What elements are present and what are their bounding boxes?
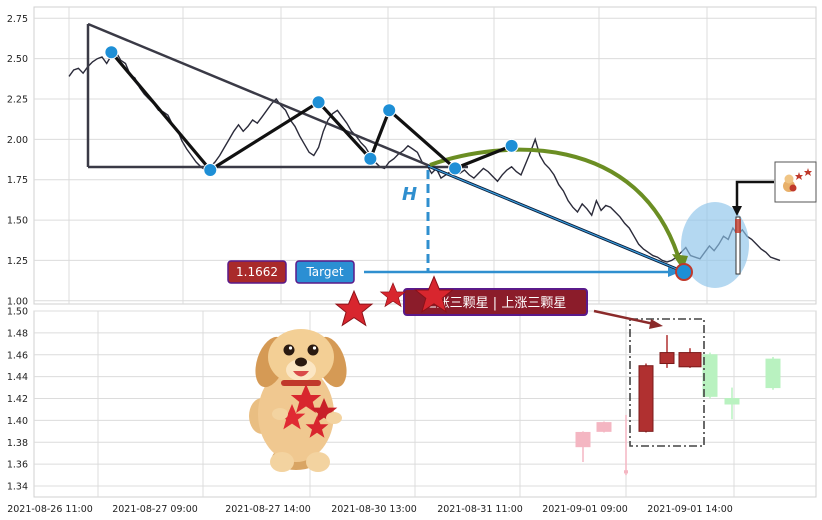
pattern-point-marker [203,163,218,178]
top-y-tick-label: 1.75 [7,175,28,186]
x-tick-label: 2021-09-01 14:00 [647,504,733,515]
bottom-y-tick-label: 1.50 [7,307,28,318]
projection-curve-arrow [429,147,682,263]
bottom-y-tick-label: 1.46 [7,350,28,361]
top-y-tick-label: 1.50 [7,216,28,227]
callout-arrow [735,180,774,208]
dog-sticker-thumbnail [774,161,817,203]
candle-body [575,431,591,448]
target-box: Target [295,260,355,284]
pattern-point-marker [104,45,119,60]
callout-arrowhead [732,206,742,216]
x-tick-label: 2021-08-30 13:00 [331,504,417,515]
bottom-y-tick-label: 1.38 [7,438,28,449]
highlight-oval [681,202,749,288]
x-tick-label: 2021-08-27 14:00 [225,504,311,515]
descending-triangle [86,22,468,169]
star-2 [379,282,407,308]
candle-body [702,354,718,397]
dog-mascot [249,329,347,472]
pattern-markers [104,45,519,178]
candlesticks [575,335,781,476]
top-y-tick-label: 2.25 [7,95,28,106]
rating-stars [334,275,454,327]
x-tick-label: 2021-08-27 09:00 [112,504,198,515]
pattern-point-marker [363,151,378,166]
top-y-tick-label: 2.50 [7,54,28,65]
pattern-point-marker [311,95,326,110]
banner-arrowhead [649,319,663,329]
candle-highlight-box [629,318,705,447]
target-point-marker [675,263,693,281]
pattern-point-marker [504,138,519,153]
candle-body [624,470,628,474]
signal-banner-text: 上涨三颗星 | 上涨三颗星 [424,296,567,311]
candle-body [659,352,675,365]
top-grid [34,7,816,304]
signal-banner: 上涨三颗星 | 上涨三颗星 [403,288,588,316]
bottom-panel-frame [33,310,817,498]
candle-body [638,365,654,432]
pattern-point-marker [448,161,463,176]
latest-bar-top [735,219,741,233]
bottom-y-tick-label: 1.48 [7,328,28,339]
height-label: H [402,184,417,205]
banner-arrow [593,309,655,326]
star-1 [334,289,374,327]
bottom-y-tick-label: 1.42 [7,394,28,405]
top-y-tick-label: 1.00 [7,296,28,307]
candle-body [765,358,781,389]
x-axis: 2021-08-26 11:00 2021-08-27 09:00 2021-08-… [7,504,733,515]
top-y-axis: 1.00 1.25 1.50 1.75 2.00 2.25 2.50 2.75 [7,14,28,307]
candle-body [596,422,612,432]
bottom-y-tick-label: 1.40 [7,416,28,427]
price-box-value: 1.1662 [236,265,278,279]
candle-body [678,352,702,368]
x-tick-label: 2021-08-31 11:00 [437,504,523,515]
top-y-tick-label: 2.75 [7,14,28,25]
target-arrow-head [668,267,680,277]
star-3 [414,275,454,313]
bottom-y-axis: 1.34 1.36 1.38 1.40 1.42 1.44 1.46 1.48 1.50 [7,307,28,493]
latest-bar [735,216,741,275]
breakdown-arrow-highlight [427,165,685,273]
price-box: 1.1662 [227,260,287,284]
bottom-y-tick-label: 1.36 [7,460,28,471]
top-y-tick-label: 2.00 [7,135,28,146]
x-tick-label: 2021-09-01 09:00 [542,504,628,515]
bottom-y-tick-label: 1.44 [7,372,28,383]
pattern-point-marker [382,103,397,118]
top-y-tick-label: 1.25 [7,256,28,267]
x-tick-label: 2021-08-26 11:00 [7,504,93,515]
triangle-upper-line [87,22,431,168]
target-box-label: Target [305,265,343,279]
candle-body [724,398,740,405]
bottom-y-tick-label: 1.34 [7,482,28,493]
